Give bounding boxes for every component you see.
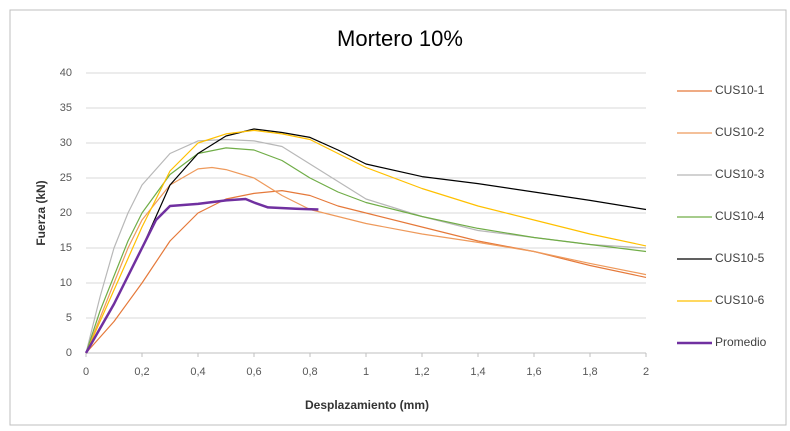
y-tick-label: 10 <box>60 277 72 289</box>
chart-title: Mortero 10% <box>337 26 463 51</box>
x-tick-label: 0,6 <box>246 366 261 378</box>
x-tick-label: 0,8 <box>302 366 317 378</box>
y-tick-label: 5 <box>66 312 72 324</box>
series-line <box>85 166 647 354</box>
series-line <box>85 129 647 354</box>
legend-label: CUS10-3 <box>715 167 765 181</box>
series-line <box>85 190 647 354</box>
x-tick-label: 1,6 <box>526 366 541 378</box>
series-line <box>84 197 319 354</box>
y-tick-label: 20 <box>60 207 72 219</box>
x-tick-label: 0,2 <box>134 366 149 378</box>
x-tick-label: 1,2 <box>414 366 429 378</box>
y-tick-label: 0 <box>66 347 72 359</box>
y-tick-label: 35 <box>60 102 72 114</box>
series-line <box>85 138 647 354</box>
series-line <box>85 128 647 354</box>
legend-label: CUS10-6 <box>715 293 765 307</box>
legend-label: CUS10-1 <box>715 83 765 97</box>
x-tick-label: 1,4 <box>470 366 485 378</box>
y-tick-label: 40 <box>60 67 72 79</box>
y-tick-label: 30 <box>60 137 72 149</box>
legend-label: CUS10-5 <box>715 251 765 265</box>
y-tick-label: 25 <box>60 172 72 184</box>
legend-label: Promedio <box>715 335 767 349</box>
legend-label: CUS10-4 <box>715 209 765 223</box>
y-axis-label: Fuerza (kN) <box>34 180 48 245</box>
legend-label: CUS10-2 <box>715 125 765 139</box>
y-tick-label: 15 <box>60 242 72 254</box>
series-line <box>85 147 647 354</box>
x-tick-label: 1 <box>363 366 369 378</box>
x-tick-label: 1,8 <box>582 366 597 378</box>
x-tick-label: 2 <box>643 366 649 378</box>
x-axis-label: Desplazamiento (mm) <box>305 398 429 412</box>
x-tick-label: 0,4 <box>190 366 205 378</box>
x-tick-label: 0 <box>83 366 89 378</box>
